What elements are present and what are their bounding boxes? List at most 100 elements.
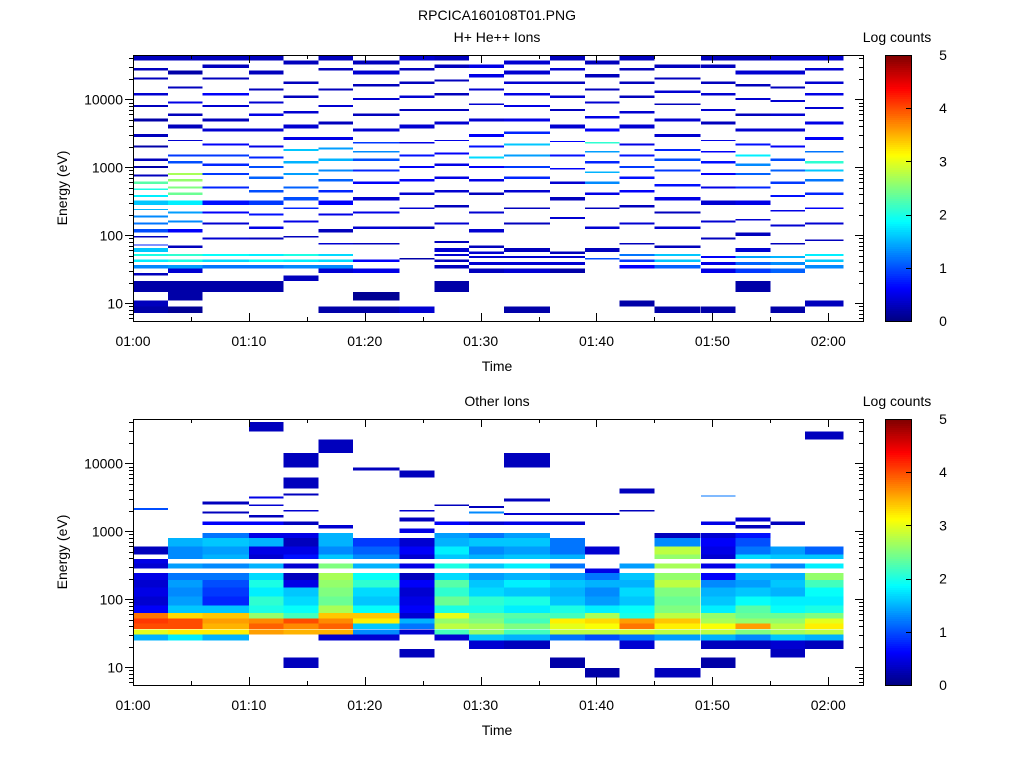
heatmap-cell xyxy=(133,300,168,307)
heatmap-cell xyxy=(805,546,844,555)
heatmap-cell xyxy=(584,668,620,678)
colorbar-swatch xyxy=(885,425,911,428)
heatmap-cell xyxy=(167,281,203,292)
heatmap-cell xyxy=(619,190,655,193)
heatmap-cell xyxy=(700,139,736,141)
heatmap-cell xyxy=(202,587,249,597)
heatmap-cell xyxy=(202,538,249,547)
colorbar-swatch xyxy=(885,314,911,318)
colorbar-swatch xyxy=(885,500,911,503)
heatmap-cell xyxy=(654,245,701,249)
heatmap-cell xyxy=(550,546,585,555)
heatmap-cell xyxy=(770,623,806,630)
heatmap-cell xyxy=(805,605,844,613)
heatmap-cell xyxy=(584,101,620,104)
heatmap-cell xyxy=(248,573,284,580)
heatmap-cell xyxy=(770,306,806,314)
heatmap-cell xyxy=(700,587,736,597)
heatmap-cell xyxy=(318,105,354,107)
colorbar-swatch xyxy=(885,183,911,187)
heatmap-cell xyxy=(503,131,551,134)
colorbar-swatch xyxy=(885,109,911,112)
heatmap-cell xyxy=(469,596,504,606)
y-tick-label: 10 xyxy=(107,295,123,311)
x-tick-label: 01:30 xyxy=(463,697,498,713)
heatmap-cell xyxy=(503,521,551,525)
colorbar: 0 1 2 3 4 5 xyxy=(885,411,947,693)
heatmap-cell xyxy=(735,70,771,75)
heatmap-cell xyxy=(283,587,319,597)
heatmap-cell xyxy=(283,173,319,175)
heatmap-cell xyxy=(503,563,551,569)
colorbar-swatch xyxy=(885,279,911,283)
colorbar-swatch xyxy=(885,439,911,443)
heatmap-cell xyxy=(700,521,736,525)
heatmap-cell xyxy=(248,521,284,525)
heatmap-cell xyxy=(584,258,620,260)
heatmap-cell xyxy=(503,596,551,606)
colorbar-swatch xyxy=(885,258,911,262)
heatmap-cell xyxy=(318,546,354,555)
x-tick-label: 01:10 xyxy=(231,333,266,349)
heatmap-cell xyxy=(167,629,203,635)
heatmap-cell xyxy=(167,265,203,269)
colorbar-swatch xyxy=(885,67,911,71)
heatmap-cell xyxy=(133,174,168,177)
heatmap-cell xyxy=(283,618,319,624)
colorbar-swatch xyxy=(885,239,911,243)
heatmap-cell xyxy=(202,521,249,525)
heatmap-cell xyxy=(700,657,736,668)
heatmap-cell xyxy=(503,70,551,75)
heatmap-cell xyxy=(202,105,249,107)
heatmap-cell xyxy=(202,128,249,132)
heatmap-cell xyxy=(353,268,400,273)
x-tick-label: 01:40 xyxy=(579,333,614,349)
heatmap-cell xyxy=(434,64,470,68)
heatmap-cell xyxy=(133,181,168,184)
colorbar-swatch xyxy=(885,188,911,191)
heatmap-cell xyxy=(735,596,771,606)
heatmap-cell xyxy=(770,563,806,569)
heatmap-cell xyxy=(133,215,168,218)
heatmap-cell xyxy=(700,623,736,630)
colorbar-swatch xyxy=(885,637,911,640)
colorbar-swatch xyxy=(885,562,911,566)
heatmap-cell xyxy=(619,143,655,146)
heatmap-cell xyxy=(248,422,284,432)
heatmap-cell xyxy=(805,612,844,619)
colorbar-swatch xyxy=(885,504,911,507)
heatmap-cell xyxy=(353,211,400,214)
heatmap-cell xyxy=(248,514,284,518)
colorbar-swatch xyxy=(885,94,911,98)
colorbar-swatch xyxy=(885,477,911,480)
heatmap-cell xyxy=(805,169,844,172)
colorbar-swatch xyxy=(885,102,911,106)
heatmap-cell xyxy=(805,179,844,182)
heatmap-cell xyxy=(202,612,249,619)
colorbar-swatch xyxy=(885,55,911,58)
colorbar-swatch xyxy=(885,296,911,299)
heatmap-cell xyxy=(167,179,203,182)
colorbar-swatch xyxy=(885,616,911,620)
heatmap-cell xyxy=(202,511,249,514)
heatmap-cell xyxy=(700,150,736,153)
heatmap-cell xyxy=(202,92,249,96)
heatmap-cell xyxy=(202,200,249,206)
colorbar-swatch xyxy=(885,460,911,464)
heatmap-cell xyxy=(700,268,736,273)
colorbar-swatch xyxy=(885,419,911,422)
colorbar-swatch xyxy=(885,614,911,618)
heatmap-cell xyxy=(283,453,319,468)
colorbar-swatch xyxy=(885,518,911,522)
heatmap-cell xyxy=(399,81,435,84)
heatmap-cell xyxy=(167,86,203,89)
heatmap-cell xyxy=(619,587,655,597)
colorbar-swatch xyxy=(885,181,911,185)
heatmap-cell xyxy=(700,237,736,240)
heatmap-cell xyxy=(503,579,551,588)
plot-frame xyxy=(133,419,864,686)
heatmap-cell xyxy=(469,612,504,619)
heatmap-cell xyxy=(654,554,701,560)
heatmap-cell xyxy=(434,139,470,141)
heatmap-cell xyxy=(248,226,284,229)
